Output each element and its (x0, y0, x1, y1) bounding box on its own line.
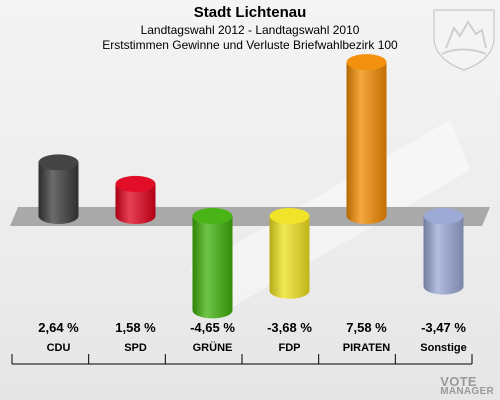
category-label: GRÜNE (193, 341, 233, 354)
chart-subtitle-2: Erststimmen Gewinne und Verluste Briefwa… (102, 38, 398, 52)
bar-spd (115, 175, 156, 224)
chart-subtitle-1: Landtagswahl 2012 - Landtagswahl 2010 (140, 23, 360, 37)
bar-body (423, 216, 464, 295)
value-label: -3,68 % (267, 320, 312, 335)
bar-cap (346, 54, 387, 71)
category-label: PIRATEN (343, 342, 391, 354)
category-label: CDU (47, 342, 71, 354)
vote-manager-logo: VOTE MANAGER (424, 374, 494, 397)
value-label: 7,58 % (346, 320, 387, 335)
bar-body (192, 216, 233, 319)
bar-cap (38, 154, 79, 171)
bar-cap (192, 208, 233, 224)
value-label: 1,58 % (115, 320, 156, 335)
bar-cap (269, 208, 310, 224)
bar-body (115, 183, 156, 224)
coat-of-arms-icon (433, 9, 495, 71)
bar-cap (423, 208, 464, 224)
bar-piraten (346, 54, 387, 224)
watermark-line-1: VOTE (440, 374, 477, 389)
bar-body (269, 216, 310, 299)
bar-body (38, 162, 79, 224)
bar-sonstige (423, 208, 464, 295)
bar-cdu (38, 154, 79, 224)
bar-cap (115, 175, 156, 192)
value-label: -3,47 % (421, 320, 466, 335)
bar-body (346, 62, 387, 224)
chart-title: Stadt Lichtenau (193, 4, 307, 21)
value-label: 2,64 % (38, 320, 79, 335)
bar-grüne (192, 208, 233, 319)
category-label: Sonstige (420, 342, 466, 354)
category-label: FDP (279, 342, 301, 354)
bar-fdp (269, 208, 310, 299)
zero-baseline-band (10, 207, 490, 226)
value-label: -4,65 % (190, 320, 235, 335)
watermark-line-2: MANAGER (440, 386, 494, 397)
category-label: SPD (124, 342, 147, 354)
